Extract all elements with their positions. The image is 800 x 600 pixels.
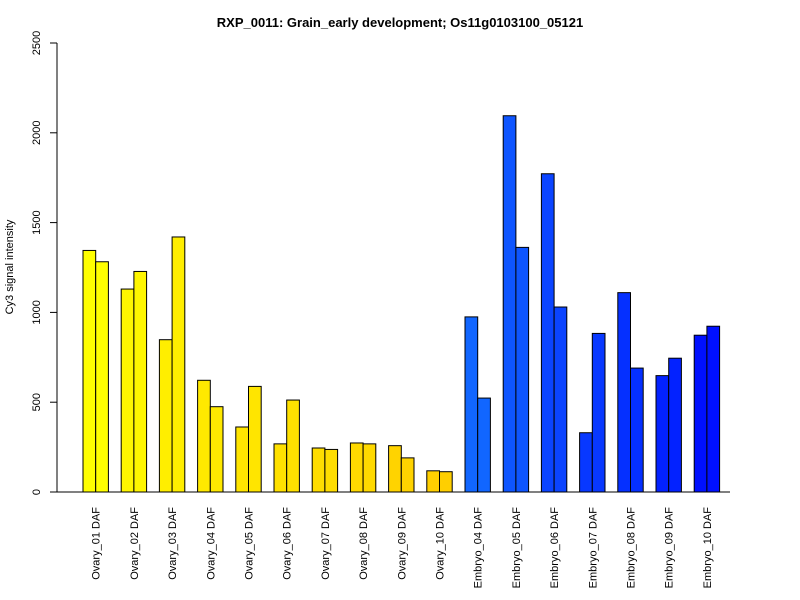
bar-6-rep-2 <box>286 399 300 493</box>
bar-4-rep-1 <box>197 379 211 493</box>
bar-6-rep-1 <box>273 443 288 493</box>
x-tick-label: Ovary_07 DAF <box>320 507 332 580</box>
bar-12-rep-2 <box>515 246 530 493</box>
y-tick-label: 2000 <box>31 121 43 145</box>
bar-11-rep-1 <box>464 316 479 493</box>
bar-2-rep-1 <box>120 288 135 493</box>
bar-5-rep-2 <box>248 385 262 493</box>
bar-7-rep-2 <box>324 448 339 493</box>
x-tick-label: Ovary_06 DAF <box>282 507 294 580</box>
x-tick-label: Embryo_07 DAF <box>587 507 599 589</box>
bar-2-rep-2 <box>133 270 148 493</box>
bar-15-rep-1 <box>617 292 631 493</box>
bar-10-rep-1 <box>426 470 440 493</box>
y-tick-label: 1000 <box>31 300 43 324</box>
bar-8-rep-2 <box>362 443 377 493</box>
bar-16-rep-1 <box>655 375 670 493</box>
y-axis-ticks: 0 500 1000 1500 2000 2500 <box>31 31 57 495</box>
bar-9-rep-2 <box>400 457 415 493</box>
y-tick-label: 0 <box>31 489 43 495</box>
x-axis-tick-labels: Ovary_01 DAF Ovary_02 DAF Ovary_03 DAF Ovar… <box>91 507 714 589</box>
y-tick-label: 1500 <box>31 210 43 234</box>
bar-17-rep-2 <box>706 325 721 493</box>
x-tick-label: Ovary_08 DAF <box>358 507 370 580</box>
x-tick-label: Ovary_02 DAF <box>129 507 141 580</box>
bar-14-rep-1 <box>579 432 593 493</box>
bar-7-rep-1 <box>311 447 326 493</box>
bar-15-rep-2 <box>630 367 644 493</box>
x-tick-label: Ovary_09 DAF <box>396 507 408 580</box>
bar-9-rep-1 <box>388 445 402 493</box>
bar-3-rep-2 <box>171 236 186 493</box>
bar-17-rep-1 <box>693 334 708 493</box>
bar-4-rep-2 <box>209 406 224 493</box>
x-tick-label: Embryo_04 DAF <box>473 507 485 589</box>
bar-11-rep-2 <box>477 397 491 493</box>
y-tick-label: 2500 <box>31 31 43 55</box>
x-tick-label: Ovary_03 DAF <box>167 507 179 580</box>
bar-10-rep-2 <box>439 471 453 493</box>
bar-1-rep-2 <box>95 261 109 493</box>
y-tick-label: 500 <box>31 393 43 411</box>
bar-13-rep-2 <box>553 306 568 493</box>
x-tick-label: Embryo_05 DAF <box>511 507 523 589</box>
bar-8-rep-1 <box>349 442 364 493</box>
x-tick-label: Embryo_08 DAF <box>626 507 638 589</box>
bar-1-rep-1 <box>82 249 97 493</box>
bars-group <box>82 115 721 493</box>
bar-3-rep-1 <box>158 339 173 493</box>
x-tick-label: Embryo_06 DAF <box>549 507 561 589</box>
bar-14-rep-2 <box>591 332 606 493</box>
bar-5-rep-1 <box>235 426 250 493</box>
x-tick-label: Ovary_04 DAF <box>205 507 217 580</box>
x-tick-label: Embryo_10 DAF <box>702 507 714 589</box>
bar-12-rep-1 <box>502 115 517 493</box>
y-axis-label: Cy3 signal intensity <box>4 219 16 314</box>
bar-13-rep-1 <box>540 173 555 493</box>
x-tick-label: Ovary_05 DAF <box>244 507 256 580</box>
x-tick-label: Ovary_01 DAF <box>91 507 103 580</box>
x-tick-label: Ovary_10 DAF <box>435 507 447 580</box>
x-tick-label: Embryo_09 DAF <box>664 507 676 589</box>
chart-title: RXP_0011: Grain_early development; Os11g… <box>217 15 583 30</box>
bar-16-rep-2 <box>668 357 682 493</box>
